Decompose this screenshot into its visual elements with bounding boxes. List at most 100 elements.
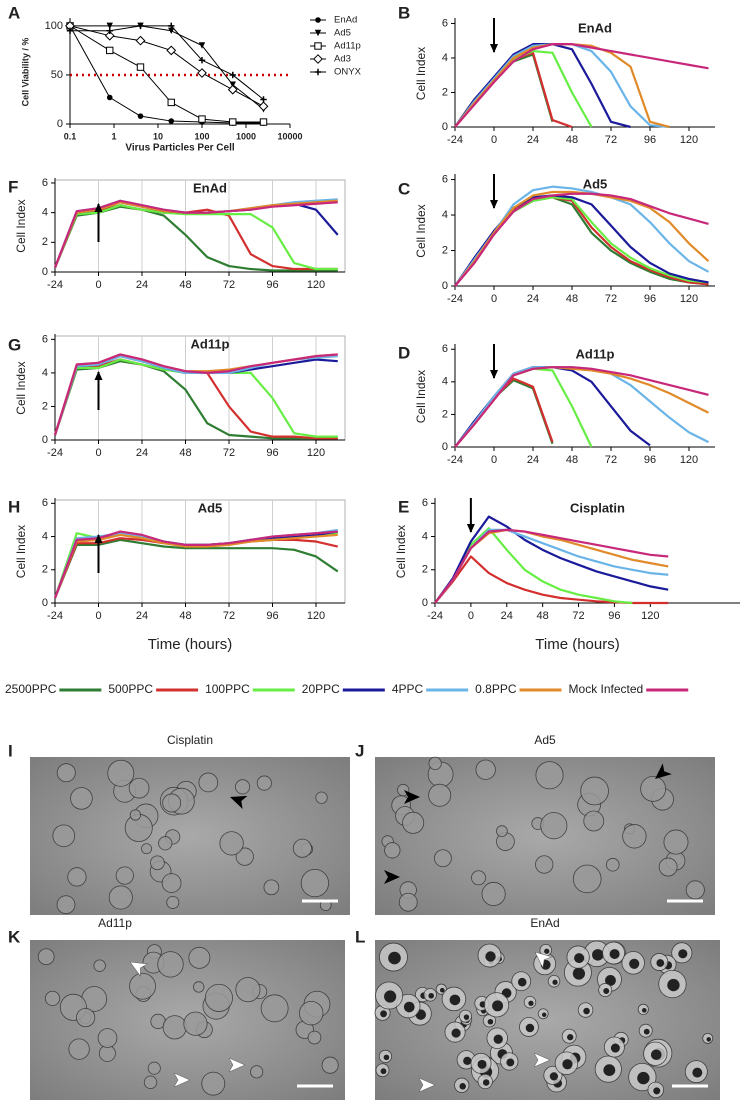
series-line [454, 367, 593, 448]
cell [540, 812, 568, 840]
cell-granule [637, 1071, 650, 1085]
cell [583, 810, 605, 832]
panel-title: Ad5 [583, 176, 608, 191]
arrowhead [533, 1052, 551, 1068]
x-tick-label: 72 [223, 610, 235, 622]
series-line [434, 555, 669, 605]
x-tick-label: 24 [501, 610, 513, 622]
x-tick-label: 0 [95, 279, 101, 291]
cell [188, 946, 211, 969]
cell [292, 838, 312, 858]
y-tick-label: 4 [442, 209, 448, 221]
cell [256, 775, 272, 791]
data-point [229, 71, 236, 79]
y-axis-label: Cell Index [14, 361, 28, 414]
legend-marker [313, 54, 323, 64]
micrograph [375, 756, 715, 915]
cell-granule [428, 992, 435, 999]
y-axis-label: Cell Viability / % [20, 38, 30, 107]
x-tick-label: 24 [527, 293, 539, 305]
cell [307, 1030, 322, 1045]
arrowhead [534, 951, 553, 969]
x-tick-label: 96 [644, 454, 656, 466]
micrograph [30, 940, 345, 1100]
x-tick-label: 48 [566, 454, 578, 466]
x-tick-label: 120 [680, 454, 698, 466]
cell-granule [692, 1067, 703, 1078]
cell [321, 1056, 339, 1074]
y-tick-label: 4 [42, 367, 48, 379]
cell [535, 761, 564, 790]
x-tick-label: 96 [608, 610, 620, 622]
y-tick-label: 0 [442, 441, 448, 453]
x-axis-label: Time (hours) [148, 636, 232, 653]
x-tick-label: 120 [307, 610, 325, 622]
cell-granule [525, 1023, 535, 1033]
cell-granule [583, 1007, 590, 1015]
x-tick-label: 10 [153, 131, 163, 141]
cell [157, 951, 184, 978]
series-line [454, 366, 709, 448]
data-point [259, 118, 268, 126]
cell [572, 864, 602, 894]
arrow-head [94, 203, 103, 212]
data-point [106, 22, 113, 30]
y-tick-label: 6 [42, 497, 48, 509]
cell [428, 783, 452, 807]
cell [299, 1000, 324, 1026]
x-tick-label: 1 [111, 131, 116, 141]
cell [535, 855, 554, 874]
legend-marker [314, 29, 322, 37]
y-tick-label: 2 [442, 408, 448, 420]
cell-granule [485, 951, 496, 962]
y-tick-label: 4 [442, 376, 448, 388]
cell [97, 1028, 118, 1048]
legend-label: 0.8PPC [475, 682, 517, 696]
arrow-head [466, 524, 475, 533]
cell [605, 857, 620, 872]
series-line [454, 379, 554, 448]
cell-granule [463, 1056, 472, 1065]
x-tick-label: 100 [194, 131, 209, 141]
cell [141, 843, 153, 855]
cell [201, 1071, 226, 1096]
micrograph-bg [30, 757, 350, 915]
data-point [168, 27, 175, 34]
cell [398, 892, 418, 912]
arrow-head [490, 200, 498, 209]
series-line [454, 196, 709, 287]
panel-letter: G [8, 335, 21, 354]
cell-granule [384, 990, 397, 1003]
arrowhead [129, 961, 149, 977]
cell [433, 849, 452, 868]
data-point [198, 42, 206, 49]
cell [475, 759, 496, 780]
cell [183, 1011, 208, 1036]
cell [193, 981, 205, 993]
cell [622, 824, 647, 849]
y-tick-label: 6 [442, 343, 448, 355]
cell-granule [493, 1034, 503, 1044]
y-tick-label: 4 [42, 207, 48, 219]
cell-granule [482, 1079, 490, 1086]
arrow-head [490, 44, 498, 53]
cell-granule [629, 958, 640, 969]
x-tick-label: 72 [572, 610, 584, 622]
legend-label: 4PPC [392, 682, 424, 696]
y-tick-label: 2 [442, 244, 448, 256]
cell-granule [477, 1059, 487, 1069]
cell [147, 1061, 161, 1075]
y-tick-label: 0 [42, 266, 48, 278]
panel-title: Cisplatin [570, 500, 625, 515]
cell [93, 959, 106, 972]
x-tick-label: 72 [605, 293, 617, 305]
data-point [106, 46, 114, 55]
data-point [229, 118, 237, 126]
cell [300, 868, 329, 898]
cell-granule [574, 953, 585, 964]
x-tick-label: -24 [447, 454, 463, 466]
cell-granule [439, 987, 445, 993]
cell-granule [549, 1072, 559, 1081]
x-tick-label: 72 [223, 279, 235, 291]
y-tick-label: 2 [42, 400, 48, 412]
